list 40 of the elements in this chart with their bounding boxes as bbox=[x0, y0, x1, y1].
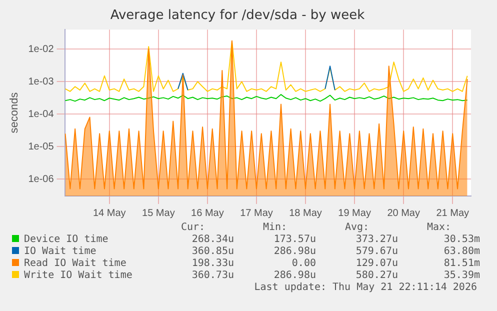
text: Cur: bbox=[180, 222, 206, 234]
y-tick-label: 1e-06 bbox=[28, 174, 54, 185]
text: 173.57u bbox=[272, 234, 316, 246]
x-tick-label: 15 May bbox=[142, 208, 175, 219]
legend-label: Device IO time bbox=[23, 234, 110, 246]
y-tick-label: 1e-02 bbox=[28, 44, 54, 55]
text: 129.07u bbox=[354, 258, 398, 270]
text: 81.51m bbox=[442, 258, 480, 270]
text: Last update: Thu May 21 22:11:14 2026 bbox=[254, 282, 477, 293]
text: 35.39m bbox=[442, 270, 480, 282]
text: 579.67u bbox=[354, 246, 398, 258]
x-tick-label: 18 May bbox=[289, 208, 322, 219]
x-tick-label: 19 May bbox=[338, 208, 371, 219]
y-tick-label: 1e-03 bbox=[28, 76, 54, 88]
text: 63.80m bbox=[442, 246, 480, 258]
y-axis-title: seconds bbox=[8, 92, 21, 134]
x-tick-label: 20 May bbox=[387, 208, 420, 219]
legend-label: Read IO Wait time bbox=[23, 258, 128, 270]
chart-title: Average latency for /dev/sda - by week bbox=[110, 8, 366, 24]
text: 286.98u bbox=[272, 246, 316, 258]
text: Avg: bbox=[344, 222, 370, 234]
text: 360.85u bbox=[190, 246, 234, 258]
x-tick-label: 14 May bbox=[92, 208, 126, 219]
x-tick-label: 21 May bbox=[436, 208, 470, 219]
legend-label: Write IO Wait time bbox=[23, 270, 134, 282]
text: 286.98u bbox=[272, 270, 316, 282]
text: 268.34u bbox=[190, 234, 234, 246]
text: Max: bbox=[426, 222, 452, 234]
text: 580.27u bbox=[354, 270, 398, 282]
text: 360.73u bbox=[190, 270, 234, 282]
text: 373.27u bbox=[354, 234, 398, 246]
text: 0.00 bbox=[290, 258, 316, 270]
text: 30.53m bbox=[442, 234, 480, 246]
x-tick-label: 17 May bbox=[240, 208, 273, 219]
legend-label: IO Wait time bbox=[23, 246, 98, 258]
y-tick-label: 1e-04 bbox=[28, 108, 54, 120]
y-tick-label: 1e-05 bbox=[28, 141, 54, 152]
text: 198.33u bbox=[190, 258, 234, 270]
x-tick-label: 16 May bbox=[191, 208, 224, 219]
text: Min: bbox=[262, 222, 288, 234]
